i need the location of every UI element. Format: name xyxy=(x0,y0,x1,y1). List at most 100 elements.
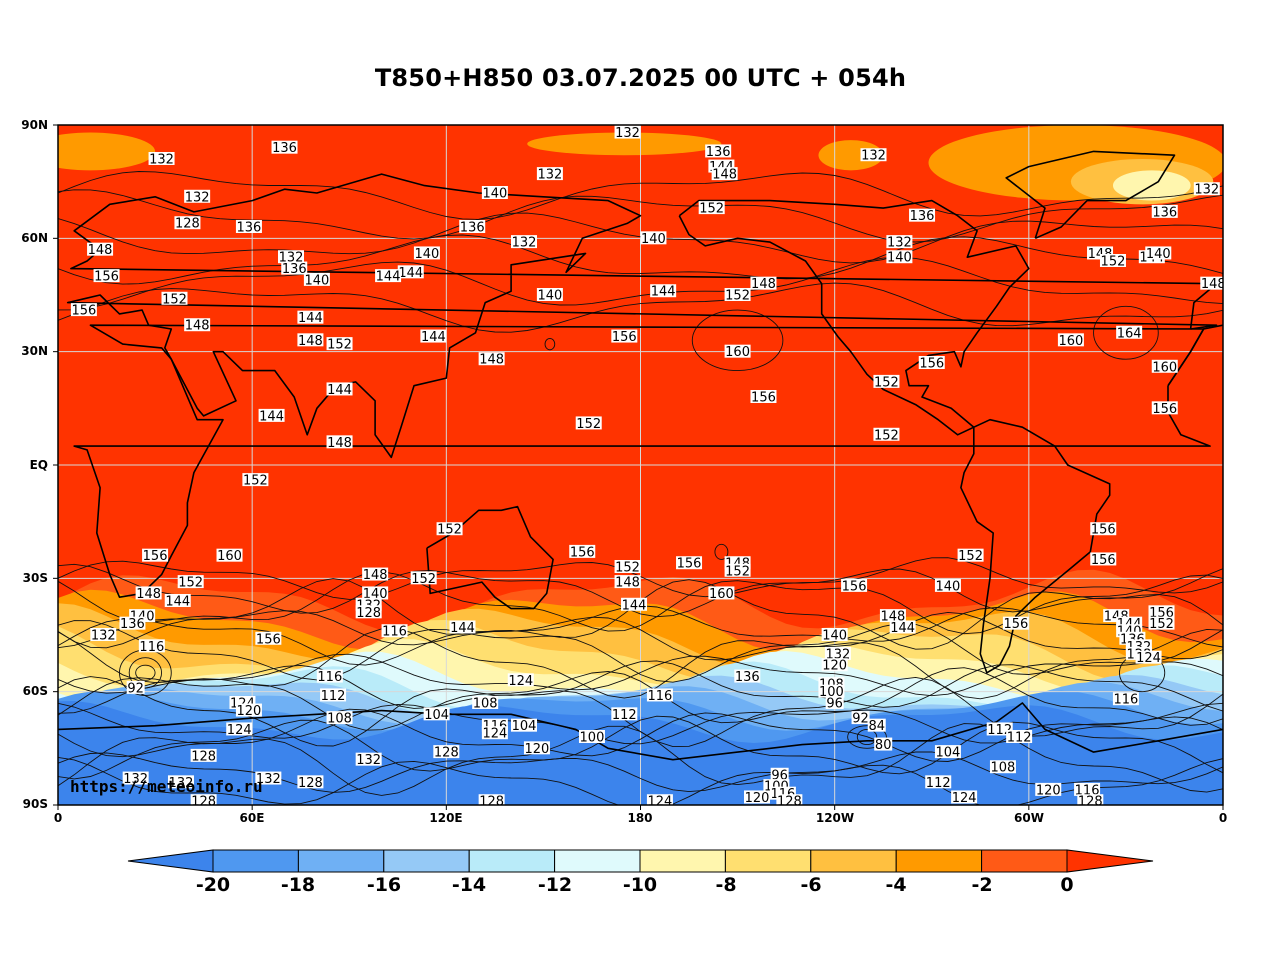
contour-label-text: 144 xyxy=(421,330,446,345)
contour-label-text: 152 xyxy=(162,292,187,307)
contour-label-text: 152 xyxy=(1101,255,1126,270)
contour-label-text: 92 xyxy=(127,681,144,696)
contour-label-bg xyxy=(1148,616,1175,630)
contour-label-bg xyxy=(951,790,978,804)
contour-label-bg xyxy=(918,356,945,369)
contour-label-text: 124 xyxy=(952,791,977,806)
contour-label-bg xyxy=(142,548,169,562)
contour-label: 132 xyxy=(167,775,194,791)
contour-label-text: 104 xyxy=(936,746,961,761)
contour-label: 148 xyxy=(297,333,324,349)
contour-label-bg xyxy=(507,673,534,687)
contour-label-text: 144 xyxy=(327,383,352,398)
contour-label: 152 xyxy=(161,291,188,307)
contour-label-text: 148 xyxy=(327,436,352,451)
contour-label: 92 xyxy=(851,711,870,727)
contour-label: 136 xyxy=(281,261,308,277)
contour-label: 140 xyxy=(821,628,848,644)
contour-label-text: 144 xyxy=(376,270,401,285)
contour-label: 156 xyxy=(841,578,868,594)
contour-label-text: 124 xyxy=(227,723,252,738)
contour-label-bg xyxy=(478,352,505,366)
contour-label: 148 xyxy=(1200,276,1223,292)
contour-line xyxy=(58,751,1223,793)
contour-label: 152 xyxy=(957,548,984,564)
lat-label-90n: 90N xyxy=(21,118,48,132)
contour-label-bg xyxy=(375,269,402,283)
contour-label-bg xyxy=(242,473,269,487)
contour-label-text: 152 xyxy=(576,417,601,432)
contour-label-text: 152 xyxy=(725,289,750,304)
contour-label-text: 164 xyxy=(1117,326,1142,341)
contour-label-bg xyxy=(138,639,165,653)
contour-label-text: 128 xyxy=(1078,795,1103,810)
contour-label: 136 xyxy=(705,144,732,160)
contour-label-bg xyxy=(708,586,735,600)
contour-label: 144 xyxy=(621,597,648,613)
lat-label-60n: 60N xyxy=(21,231,48,245)
contour-line xyxy=(58,282,1223,333)
contour-label-text: 156 xyxy=(143,549,168,564)
contour-label: 160 xyxy=(216,548,243,564)
contour-label: 148 xyxy=(87,242,114,258)
contour-label-text: 124 xyxy=(482,727,507,742)
colorbar xyxy=(127,849,1154,873)
contour-label-bg xyxy=(523,741,550,755)
contour-label: 156 xyxy=(1090,552,1117,568)
contour-label-text: 128 xyxy=(191,795,216,810)
contour-label-bg xyxy=(536,288,563,301)
contour-label-bg xyxy=(297,333,324,347)
contour-label-text: 160 xyxy=(1152,360,1177,375)
contour-line xyxy=(58,756,1223,805)
contour-label-bg xyxy=(569,544,596,558)
contour-label: 128 xyxy=(355,605,382,621)
contour-label-text: 156 xyxy=(1003,617,1028,632)
contour-label-bg xyxy=(362,567,389,581)
contour-label-bg xyxy=(575,416,602,430)
contour-label: 156 xyxy=(611,329,638,345)
contour-label-bg xyxy=(1148,605,1175,619)
contour-label: 140 xyxy=(640,231,667,247)
contour-label-bg xyxy=(860,148,887,162)
contour-label-text: 120 xyxy=(237,704,262,719)
contour-label: 152 xyxy=(724,288,751,304)
contour-label-text: 156 xyxy=(570,545,595,560)
lon-label-60w: 60W xyxy=(1014,811,1044,825)
contour-label-text: 128 xyxy=(298,776,323,791)
contour-label: 128 xyxy=(433,745,460,761)
contour-label-bg xyxy=(536,167,563,181)
contour-label-bg xyxy=(255,631,282,645)
contour-label-text: 160 xyxy=(709,587,734,602)
contour-label-text: 120 xyxy=(822,659,847,674)
contour-label: 120 xyxy=(235,703,262,719)
contour-label-bg xyxy=(511,235,537,249)
contour-label: 128 xyxy=(190,748,217,764)
contour-label-text: 152 xyxy=(243,474,268,489)
contour-label-text: 152 xyxy=(437,523,462,538)
contour-label-text: 156 xyxy=(1091,523,1116,538)
lon-label-60e: 60E xyxy=(239,811,265,825)
contour-label: 132 xyxy=(614,125,641,141)
contour-label-text: 136 xyxy=(460,221,485,236)
contour-label-text: 144 xyxy=(890,621,915,636)
contour-label: 152 xyxy=(698,201,725,217)
eurasia-coastline xyxy=(66,173,1218,459)
contour-label: 152 xyxy=(873,374,900,390)
contour-label-bg xyxy=(724,563,751,577)
contour-label-text: 112 xyxy=(612,708,637,723)
contour-label: 116 xyxy=(381,624,408,640)
colorbar-label-m12: -12 xyxy=(537,874,573,896)
contour-label-text: 144 xyxy=(259,409,284,424)
contour-label-bg xyxy=(614,575,641,589)
lon-label-0-right: 0 xyxy=(1218,811,1228,825)
contour-label: 140 xyxy=(481,186,508,202)
contour-label: 164 xyxy=(1116,325,1143,341)
contour-line xyxy=(58,234,1223,285)
contour-label: 136 xyxy=(271,140,298,156)
contour-label-bg xyxy=(874,737,893,751)
contour-label-text: 128 xyxy=(777,795,802,810)
contour-label: 96 xyxy=(825,696,844,712)
contour-label: 156 xyxy=(918,356,945,372)
contour-label-bg xyxy=(851,711,870,725)
colorbar-segment xyxy=(554,849,641,873)
